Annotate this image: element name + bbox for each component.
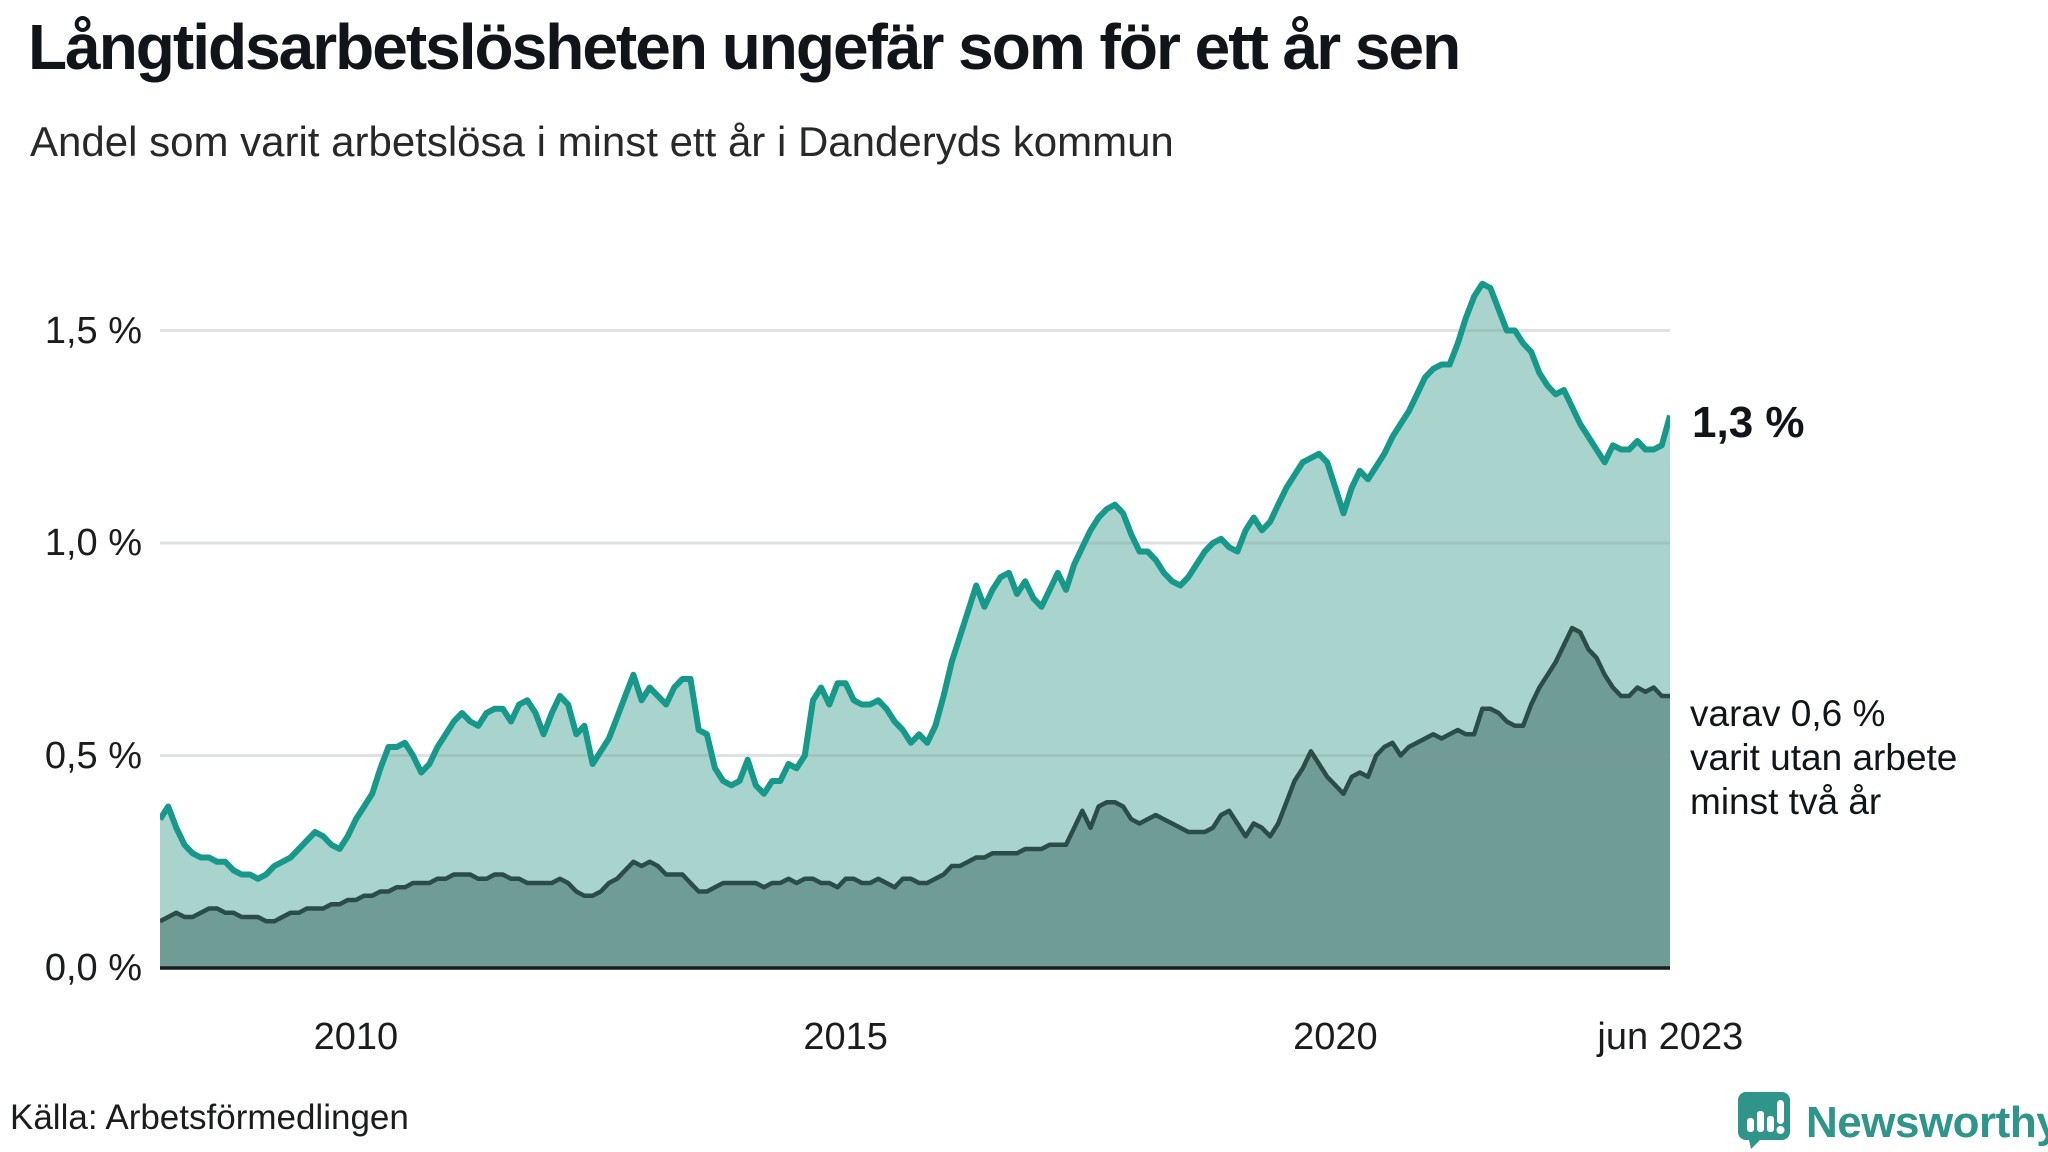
series-annotation: varav 0,6 % varit utan arbete minst två … bbox=[1690, 692, 1957, 824]
line-1yr bbox=[160, 280, 1670, 882]
brand-logo: Newsworthy bbox=[1736, 1090, 2048, 1152]
line-2yr bbox=[160, 625, 1670, 924]
newsworthy-icon bbox=[1736, 1090, 1792, 1152]
chart-subtitle: Andel som varit arbetslösa i minst ett å… bbox=[30, 118, 1174, 165]
y-tick-label: 1,0 % bbox=[44, 522, 142, 564]
area-chart bbox=[160, 280, 1670, 970]
x-tick-label: 2015 bbox=[803, 1016, 888, 1058]
y-tick-label: 0,0 % bbox=[44, 947, 142, 989]
x-tick-label: 2010 bbox=[313, 1016, 399, 1058]
source-label: Källa: Arbetsförmedlingen bbox=[10, 1098, 409, 1137]
x-tick-label: 2020 bbox=[1293, 1016, 1378, 1058]
brand-name: Newsworthy bbox=[1806, 1097, 2048, 1147]
y-tick-label: 1,5 % bbox=[44, 309, 142, 352]
annotation-line-1: varav 0,6 % bbox=[1690, 693, 1886, 734]
x-tick-label: jun 2023 bbox=[1597, 1016, 1744, 1058]
series-end-value-label: 1,3 % bbox=[1692, 398, 1805, 447]
y-tick-label: 0,5 % bbox=[44, 734, 142, 777]
annotation-line-2: varit utan arbete bbox=[1690, 737, 1958, 778]
page-title: Långtidsarbetslösheten ungefär som för e… bbox=[28, 11, 1461, 83]
annotation-line-3: minst två år bbox=[1690, 781, 1882, 822]
